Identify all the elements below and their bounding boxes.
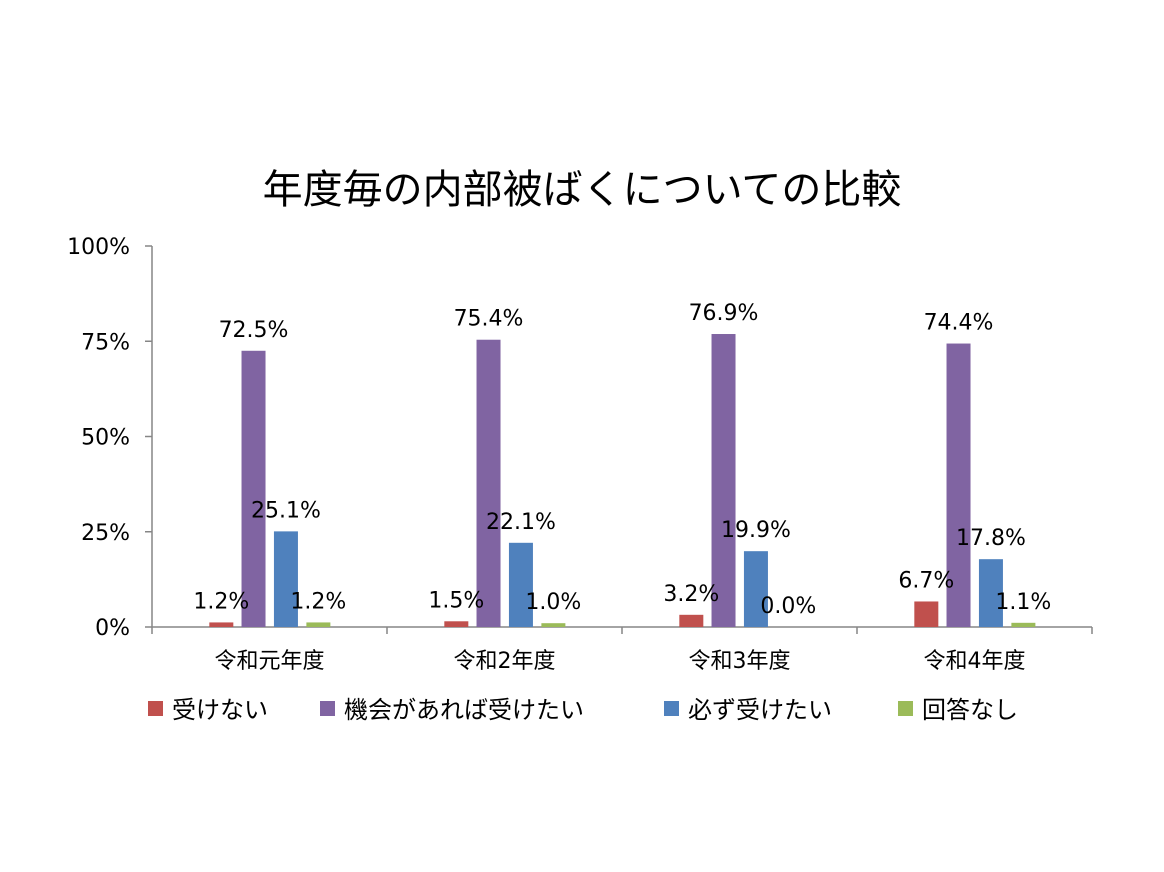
data-label: 1.2% [193,589,249,614]
data-label: 3.2% [663,582,719,607]
bar [679,614,704,627]
legend-label: 必ず受けたい [688,696,832,724]
bar [946,343,971,627]
data-label: 1.5% [428,588,484,613]
legend-label: 受けない [172,696,268,724]
data-label: 72.5% [219,318,289,343]
y-tick-label: 75% [81,330,130,355]
data-label: 1.2% [290,589,346,614]
chart-title: 年度毎の内部被ばくについての比較 [263,167,902,213]
data-labels: 1.2% 1.5% 3.2% 6.7% 72.5% 75.4% 76.9% 74.4% 25.1… [193,301,1051,619]
data-label: 1.0% [525,590,581,615]
bars [209,334,1036,627]
data-label: 22.1% [486,510,556,535]
x-tick-label: 令和4年度 [924,649,1026,674]
bar [476,339,501,627]
legend-swatch [320,701,335,716]
legend-swatch [664,701,679,716]
data-label: 25.1% [251,498,321,523]
y-tick-label: 0% [95,616,130,641]
bar [273,531,298,627]
x-axis: 令和元年度 令和2年度 令和3年度 令和4年度 [151,626,1093,674]
data-label: 1.1% [995,590,1051,615]
data-label: 75.4% [454,307,524,332]
bar [209,622,234,627]
bar [914,601,939,627]
data-label: 6.7% [898,568,954,593]
legend: 受けない 機会があれば受けたい 必ず受けたい 回答なし [148,696,1018,724]
data-label: 17.8% [956,526,1026,551]
legend-label: 回答なし [922,696,1018,724]
data-label: 19.9% [721,518,791,543]
legend-swatch [148,701,163,716]
legend-swatch [898,701,913,716]
data-label: 76.9% [689,301,759,326]
data-label: 74.4% [924,311,994,336]
bar [1011,622,1036,627]
y-axis: 0% 25% 50% 75% 100% [67,235,153,641]
x-tick-label: 令和3年度 [689,649,791,674]
data-label: 0.0% [760,594,816,619]
y-tick-label: 50% [81,426,130,451]
bar [508,542,533,627]
bar [241,350,266,627]
x-tick-label: 令和元年度 [214,649,324,674]
bar [541,623,566,627]
bar [444,621,469,627]
x-tick-label: 令和2年度 [454,649,556,674]
legend-label: 機会があれば受けたい [344,696,584,724]
bar [743,551,768,627]
bar [711,334,736,627]
bar [978,559,1003,627]
y-tick-label: 25% [81,521,130,546]
bar [306,622,331,627]
y-tick-label: 100% [67,235,130,260]
